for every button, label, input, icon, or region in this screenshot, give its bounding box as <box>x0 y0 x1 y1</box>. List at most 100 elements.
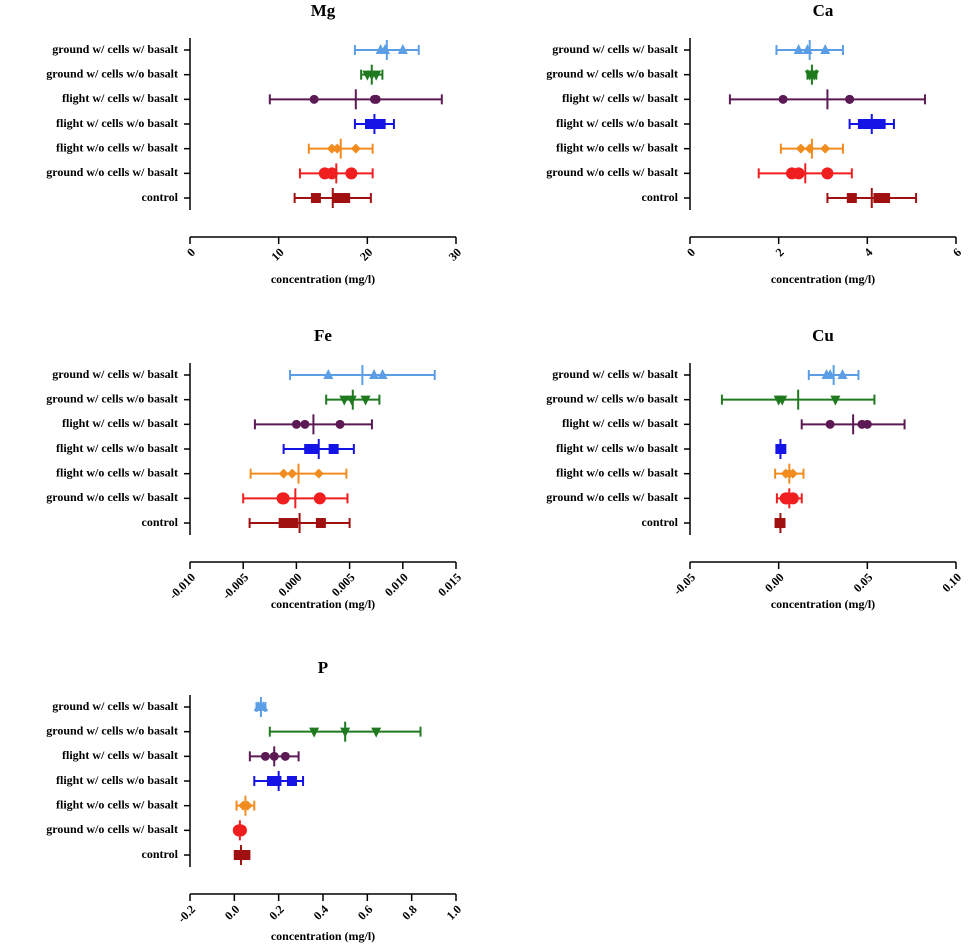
category-label: flight w/o cells w/ basalt <box>56 465 178 479</box>
data-point <box>380 44 391 54</box>
x-axis-label: concentration (mg/l) <box>271 597 375 611</box>
category-label: flight w/ cells w/o basalt <box>556 116 678 130</box>
x-tick-label: 0.8 <box>399 902 420 923</box>
data-point <box>350 143 361 154</box>
data-point <box>335 419 345 429</box>
data-point <box>291 419 301 429</box>
category-label: control <box>642 515 679 529</box>
data-point <box>809 70 820 81</box>
x-tick-label: 0 <box>684 245 698 259</box>
chart-title: Cu <box>812 326 834 345</box>
x-tick-label: 0.005 <box>329 570 358 599</box>
x-tick-label: 0.010 <box>382 570 411 599</box>
category-label: ground w/ cells w/ basalt <box>552 367 678 381</box>
data-point <box>288 518 299 529</box>
x-tick-label: 2 <box>773 245 787 259</box>
data-point <box>845 94 855 104</box>
data-point <box>286 776 297 787</box>
category-label: ground w/o cells w/ basalt <box>546 165 678 179</box>
x-tick-label: 0.10 <box>939 570 964 595</box>
data-point <box>397 44 408 54</box>
category-label: control <box>142 190 179 204</box>
data-point <box>328 444 339 455</box>
x-tick-label: -0.2 <box>175 902 198 925</box>
data-point <box>820 44 831 54</box>
x-tick-label: 0.2 <box>266 902 287 923</box>
x-tick-label: -0.05 <box>670 570 698 598</box>
data-point <box>837 369 848 379</box>
category-label: flight w/ cells w/ basalt <box>62 91 178 105</box>
data-point <box>313 468 324 479</box>
data-point <box>309 727 320 738</box>
data-point <box>258 701 269 711</box>
data-point <box>240 850 251 861</box>
category-label: ground w/ cells w/o basalt <box>46 723 178 737</box>
category-label: ground w/o cells w/ basalt <box>46 490 178 504</box>
data-point <box>309 444 320 455</box>
x-tick-label: 0.05 <box>851 570 876 595</box>
data-point <box>792 167 805 180</box>
data-point <box>375 119 386 130</box>
data-point <box>326 143 337 154</box>
data-point <box>371 94 381 104</box>
x-tick-label: 0.000 <box>275 570 304 599</box>
data-point <box>371 727 382 738</box>
x-tick-label: 1.0 <box>444 902 465 923</box>
data-point <box>323 369 334 379</box>
data-point <box>369 369 380 379</box>
category-label: ground w/ cells w/o basalt <box>546 66 678 80</box>
x-axis-label: concentration (mg/l) <box>771 597 875 611</box>
data-point <box>309 94 319 104</box>
x-tick-label: 6 <box>950 245 964 259</box>
data-point <box>802 44 813 54</box>
data-point <box>339 395 350 406</box>
category-label: ground w/ cells w/o basalt <box>46 66 178 80</box>
x-tick-label: 0.6 <box>355 902 376 923</box>
data-point <box>820 143 831 154</box>
x-tick-label: 10 <box>268 245 286 263</box>
data-point <box>793 44 804 54</box>
data-point <box>875 119 886 130</box>
data-point <box>278 468 289 479</box>
data-point <box>360 395 371 406</box>
data-point <box>346 395 357 406</box>
x-tick-label: 4 <box>861 245 875 259</box>
x-tick-label: 0.015 <box>435 570 464 599</box>
data-point <box>880 193 891 204</box>
data-point <box>778 94 788 104</box>
data-point <box>825 419 835 429</box>
category-label: control <box>142 847 179 861</box>
x-tick-label: -0.010 <box>166 570 198 602</box>
data-point <box>776 444 787 455</box>
data-point <box>315 518 326 529</box>
data-point <box>866 119 877 130</box>
data-point <box>325 167 338 180</box>
category-label: ground w/o cells w/ basalt <box>46 165 178 179</box>
x-tick-label: 0.00 <box>762 570 787 595</box>
category-label: flight w/o cells w/ basalt <box>56 140 178 154</box>
category-label: flight w/o cells w/ basalt <box>56 797 178 811</box>
data-point <box>260 751 270 761</box>
x-axis-label: concentration (mg/l) <box>271 929 375 943</box>
category-label: flight w/ cells w/o basalt <box>56 116 178 130</box>
x-tick-label: -0.005 <box>219 570 251 602</box>
category-label: ground w/ cells w/ basalt <box>52 42 178 56</box>
category-label: flight w/o cells w/ basalt <box>556 140 678 154</box>
category-label: flight w/ cells w/ basalt <box>562 91 678 105</box>
category-label: flight w/o cells w/ basalt <box>556 465 678 479</box>
data-point <box>269 751 279 761</box>
chart-title: Mg <box>311 1 336 20</box>
data-point <box>277 492 290 505</box>
x-tick-label: 0 <box>184 245 198 259</box>
data-point <box>795 143 806 154</box>
data-point <box>371 70 382 81</box>
category-label: ground w/ cells w/o basalt <box>46 391 178 405</box>
data-point <box>242 800 253 811</box>
data-point <box>377 369 388 379</box>
data-point <box>821 167 834 180</box>
x-axis-label: concentration (mg/l) <box>771 272 875 286</box>
data-point <box>234 824 247 837</box>
x-tick-label: 0.0 <box>222 902 243 923</box>
data-point <box>787 468 798 479</box>
